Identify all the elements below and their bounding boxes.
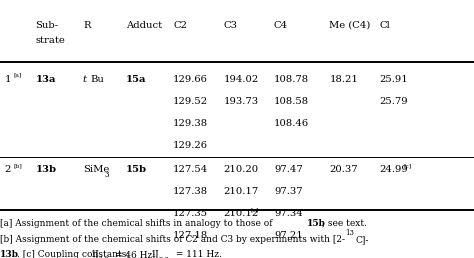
Text: C3: C3 [224, 21, 238, 30]
Text: J: J [155, 250, 159, 258]
Text: [a]: [a] [13, 73, 21, 78]
Text: 108.58: 108.58 [274, 97, 309, 106]
Text: 13a: 13a [36, 75, 56, 84]
Text: [b]: [b] [13, 163, 22, 168]
Text: 129.66: 129.66 [173, 75, 208, 84]
Text: 18.21: 18.21 [329, 75, 358, 84]
Text: 1: 1 [151, 250, 157, 258]
Text: 2,3: 2,3 [159, 255, 170, 258]
Text: C2: C2 [173, 21, 187, 30]
Text: 97.34: 97.34 [274, 209, 303, 218]
Text: 210.20: 210.20 [224, 165, 259, 174]
Text: 97.21: 97.21 [274, 231, 303, 240]
Text: Me (C4): Me (C4) [329, 21, 371, 30]
Text: 15b: 15b [126, 165, 146, 174]
Text: [a] Assignment of the chemical shifts in analogy to those of: [a] Assignment of the chemical shifts in… [0, 219, 275, 228]
Text: 13b: 13b [0, 250, 19, 258]
Text: 108.78: 108.78 [274, 75, 309, 84]
Text: 129.26: 129.26 [173, 141, 208, 150]
Text: 108.46: 108.46 [274, 119, 309, 128]
Text: t: t [83, 75, 87, 84]
Text: = 111 Hz.: = 111 Hz. [173, 250, 222, 258]
Text: 194.02: 194.02 [224, 75, 259, 84]
Text: Adduct: Adduct [126, 21, 162, 30]
Text: 210.17: 210.17 [224, 187, 259, 196]
Text: strate: strate [36, 36, 65, 45]
Text: 13b: 13b [36, 165, 56, 174]
Text: 129.38: 129.38 [173, 119, 208, 128]
Text: Bu: Bu [91, 75, 104, 84]
Text: C]-: C]- [356, 235, 369, 244]
Text: 210.12: 210.12 [224, 209, 259, 218]
Text: 127.38: 127.38 [173, 187, 208, 196]
Text: 25.79: 25.79 [379, 97, 408, 106]
Text: . [c] Coupling constants:: . [c] Coupling constants: [17, 250, 132, 258]
Text: 15b: 15b [307, 219, 326, 228]
Text: 15a: 15a [126, 75, 146, 84]
Text: Cl: Cl [379, 21, 390, 30]
Text: SiMe: SiMe [83, 165, 109, 174]
Text: 25.91: 25.91 [379, 75, 408, 84]
Text: 20.37: 20.37 [329, 165, 358, 174]
Text: 97.37: 97.37 [274, 187, 302, 196]
Text: 1,2: 1,2 [98, 255, 109, 258]
Text: 13: 13 [345, 229, 354, 237]
Text: 2: 2 [5, 165, 11, 174]
Text: J: J [94, 250, 98, 258]
Text: [c]: [c] [404, 163, 412, 168]
Text: 3: 3 [105, 171, 109, 179]
Text: 24.99: 24.99 [379, 165, 408, 174]
Text: 127.35: 127.35 [173, 209, 208, 218]
Text: 193.73: 193.73 [224, 97, 259, 106]
Text: 129.52: 129.52 [173, 97, 208, 106]
Text: Sub-: Sub- [36, 21, 59, 30]
Text: = 46 Hz;: = 46 Hz; [112, 250, 158, 258]
Text: R: R [83, 21, 91, 30]
Text: C4: C4 [274, 21, 288, 30]
Text: ; see text.: ; see text. [322, 219, 367, 228]
Text: 127.54: 127.54 [173, 165, 208, 174]
Text: 1: 1 [91, 250, 96, 258]
Text: [b] Assignment of the chemical shifts of C2 and C3 by experiments with [2-: [b] Assignment of the chemical shifts of… [0, 235, 345, 244]
Text: 97.47: 97.47 [274, 165, 303, 174]
Text: 1: 1 [5, 75, 11, 84]
Text: 127.18: 127.18 [173, 231, 208, 240]
Text: [c]: [c] [251, 207, 259, 212]
